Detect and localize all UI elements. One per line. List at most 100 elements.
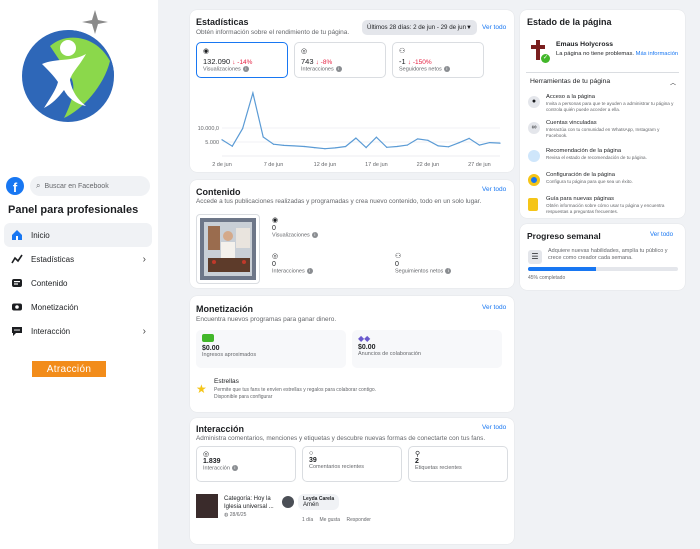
sidebar-item-estadisticas[interactable]: Estadísticas › <box>4 247 152 271</box>
info-icon[interactable]: i <box>443 66 450 72</box>
info-icon[interactable]: i <box>311 232 318 238</box>
info-icon[interactable]: i <box>445 268 452 274</box>
info-icon[interactable]: i <box>335 66 342 72</box>
ads-value: $0.00 <box>358 344 376 351</box>
metric-label: Etiquetas recientes <box>415 465 462 471</box>
y-tick-label: 10.000,0 <box>198 126 219 132</box>
metric-delta: ↓ -8% <box>315 59 333 66</box>
x-tick-label: 27 de jun <box>468 162 491 168</box>
interaction-metric-icon: ◎ <box>272 253 279 260</box>
stats-title: Estadísticas <box>196 17 249 27</box>
page-logo <box>22 10 114 122</box>
link-icon: ∞ <box>528 122 540 134</box>
chevron-up-icon: ︿ <box>669 81 676 87</box>
metric-label: Seguidores netos <box>399 66 442 73</box>
data-point <box>272 143 275 145</box>
money-icon <box>202 334 214 342</box>
data-point <box>283 144 285 146</box>
tags-metric-box[interactable]: ⚲ 2 Etiquetas recientes <box>408 446 508 482</box>
data-point <box>396 145 398 148</box>
more-info-link[interactable]: Más información <box>635 51 679 57</box>
data-point <box>427 139 429 141</box>
shield-icon <box>528 150 540 162</box>
recent-post[interactable]: Categoría: Hoy la Iglesia universal ... … <box>196 494 276 524</box>
ads-box[interactable]: ◆◆ $0.00 Anuncios de colaboración <box>352 330 502 368</box>
reply-button[interactable]: Responder <box>346 517 371 523</box>
sidebar-item-label: Contenido <box>31 278 68 288</box>
tool-linked-accounts[interactable]: ∞ Cuentas vinculadas Interactúa con tu c… <box>528 120 680 148</box>
status-text: La página no tiene problemas. <box>556 51 634 57</box>
tool-page-access[interactable]: ● Acceso a la página Invita a personas p… <box>528 94 680 120</box>
metric-label: Visualizaciones <box>272 232 310 239</box>
interaction-metric-box[interactable]: ◎ 1.839 Interacción i <box>196 446 296 482</box>
home-icon <box>10 228 24 242</box>
metric-value: 743 <box>301 57 314 66</box>
metric-label: Visualizaciones <box>203 66 241 73</box>
monetization-see-all[interactable]: Ver todo <box>482 304 507 311</box>
ads-label: Anuncios de colaboración <box>358 351 421 357</box>
tool-recommendation[interactable]: Recomendación de la página Revisa el est… <box>528 148 680 172</box>
data-point <box>365 147 367 149</box>
metric-views[interactable]: ◉ 132.090 ↓ -14% Visualizaciones i <box>196 42 288 78</box>
interaction-metric-icon: ◎ <box>301 48 308 55</box>
data-point <box>478 144 481 146</box>
eye-icon: ◉ <box>272 217 279 224</box>
page-avatar <box>530 40 546 60</box>
stars-title: Estrellas <box>214 378 239 385</box>
data-point <box>344 145 347 148</box>
stars-item[interactable]: ★ Estrellas Permite que tus fans te enví… <box>196 378 496 404</box>
info-icon[interactable]: i <box>242 66 249 72</box>
tag-icon: ⚲ <box>415 451 421 458</box>
info-icon[interactable]: i <box>306 268 313 274</box>
progress-percent: 45% completado <box>528 275 566 281</box>
comments-metric-box[interactable]: ○ 39 Comentarios recientes <box>302 446 402 482</box>
content-metric-interactions: ◎ 0 Interacciones i <box>272 252 313 274</box>
content-see-all[interactable]: Ver todo <box>482 186 507 193</box>
metric-value: 1.839 <box>203 458 221 465</box>
sidebar-item-interaccion[interactable]: Interacción › <box>4 319 152 343</box>
income-box[interactable]: $0.00 Ingresos aproximados <box>196 330 346 368</box>
content-thumbnail[interactable] <box>196 214 260 284</box>
sidebar-item-inicio[interactable]: Inicio <box>4 223 152 247</box>
data-point <box>468 137 470 139</box>
sidebar: f ⌕ Buscar en Facebook Panel para profes… <box>0 0 158 549</box>
tool-title: Guía para nuevas páginas <box>546 196 615 202</box>
post-thumbnail <box>196 494 218 518</box>
chevron-right-icon: › <box>142 253 146 265</box>
stars-desc: Permite que tus fans te envíen estrellas… <box>214 387 377 393</box>
sidebar-item-monetizacion[interactable]: Monetización <box>4 295 152 319</box>
data-point <box>262 136 264 138</box>
like-button[interactable]: Me gusta <box>319 517 341 523</box>
data-point <box>334 147 336 149</box>
tools-header[interactable]: Herramientas de tu página ︿ <box>530 78 678 87</box>
sidebar-item-contenido[interactable]: Contenido <box>4 271 152 295</box>
tool-title: Recomendación de la página <box>546 148 622 154</box>
interaction-see-all[interactable]: Ver todo <box>482 424 507 431</box>
facebook-logo-icon[interactable]: f <box>6 177 24 195</box>
metric-value: 2 <box>415 458 419 465</box>
stats-see-all[interactable]: Ver todo <box>482 24 507 31</box>
content-title: Contenido <box>196 187 241 197</box>
stars-link[interactable]: Disponible para configurar <box>214 394 273 400</box>
date-range-select[interactable]: Últimos 28 días: 2 de jun - 29 de jun ▼ <box>362 20 477 35</box>
search-input[interactable]: ⌕ Buscar en Facebook <box>30 176 150 196</box>
tool-new-pages-guide[interactable]: Guía para nuevas páginas Obtén informaci… <box>528 196 680 220</box>
metric-followers[interactable]: ⚇ -1 ↓ -150% Seguidores netos i <box>392 42 484 78</box>
metric-value: -1 <box>399 57 406 66</box>
content-metric-follows: ⚇ 0 Seguimientos netos i <box>395 252 452 274</box>
content-metric-views: ◉ 0 Visualizaciones i <box>272 216 318 238</box>
data-point <box>406 144 408 146</box>
page-status-card: Estado de la página ✓ Emaus Holycross La… <box>520 10 685 218</box>
metric-interactions[interactable]: ◎ 743 ↓ -8% Interacciones i <box>294 42 386 78</box>
tool-desc: Obtén información sobre cómo usar tu pág… <box>546 203 665 214</box>
info-icon[interactable]: i <box>231 465 238 471</box>
interaction-subtitle: Administra comentarios, menciones y etiq… <box>196 435 486 442</box>
stats-subtitle: Obtén información sobre el rendimiento d… <box>196 29 350 36</box>
tool-page-settings[interactable]: Configuración de la página Configura tu … <box>528 172 680 196</box>
interaction-card: Interacción Administra comentarios, menc… <box>190 418 514 544</box>
data-point <box>386 146 388 148</box>
data-point <box>252 92 254 94</box>
data-point <box>324 148 326 150</box>
progress-see-all[interactable]: Ver todo <box>650 231 674 238</box>
post-date-text: 28/6/25 <box>229 512 247 518</box>
